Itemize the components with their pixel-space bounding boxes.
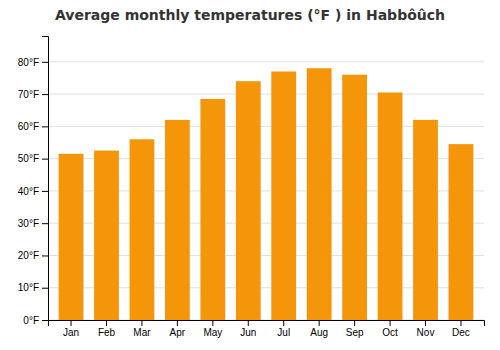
- bar: [94, 151, 119, 320]
- tick-label: 20°F: [18, 250, 39, 261]
- bar: [165, 120, 190, 320]
- tick-label: Mar: [133, 327, 151, 338]
- tick-mark: [390, 320, 391, 326]
- tick: Jun: [240, 320, 256, 338]
- tick-label: 50°F: [18, 153, 39, 164]
- tick: 20°F: [18, 250, 48, 261]
- y-axis: 0°F 10°F 20°F 30°F 40°F 50°F 60°F 70°F 80°F: [18, 37, 49, 326]
- bars: [59, 68, 474, 320]
- tick-mark: [42, 288, 48, 289]
- grid-line: [48, 94, 484, 95]
- bar: [130, 139, 155, 320]
- tick-mark: [42, 62, 48, 63]
- tick-label: Aug: [310, 327, 328, 338]
- tick-mark: [319, 320, 320, 326]
- tick-label: Sep: [346, 327, 364, 338]
- bar: [236, 81, 261, 320]
- tick: 10°F: [18, 282, 48, 293]
- tick-label: 10°F: [18, 282, 39, 293]
- tick-mark: [42, 159, 48, 160]
- tick-label: 70°F: [18, 89, 39, 100]
- tick-label: Apr: [170, 327, 186, 338]
- tick-mark: [354, 320, 355, 326]
- grid-line: [48, 61, 484, 62]
- bar: [413, 120, 438, 320]
- tick-label: 80°F: [18, 57, 39, 68]
- tick-mark: [425, 320, 426, 326]
- chart: Jan Feb Mar Apr May Jun Jul Aug Sep Oct Nov Dec 0°F 1…: [0, 0, 500, 350]
- tick: 0°F: [23, 315, 48, 326]
- tick-mark: [42, 223, 48, 224]
- tick: Sep: [346, 320, 364, 338]
- bar: [59, 154, 84, 320]
- tick: Aug: [310, 320, 328, 338]
- tick-mark: [283, 320, 284, 326]
- tick: Jul: [277, 320, 290, 338]
- tick: 60°F: [18, 121, 48, 132]
- tick: Apr: [170, 320, 186, 338]
- axis-line: [42, 37, 49, 321]
- tick: Feb: [98, 320, 116, 338]
- tick: 50°F: [18, 153, 48, 164]
- tick-label: Nov: [417, 327, 435, 338]
- tick: May: [203, 320, 222, 338]
- tick: 30°F: [18, 218, 48, 229]
- tick-label: May: [203, 327, 222, 338]
- tick: Dec: [452, 320, 470, 338]
- tick: Oct: [382, 320, 398, 338]
- tick-label: 30°F: [18, 218, 39, 229]
- title: Average monthly temperatures (°F ) in Ha…: [55, 7, 445, 23]
- bar: [200, 99, 225, 320]
- x-axis: Jan Feb Mar Apr May Jun Jul Aug Sep Oct Nov Dec: [49, 320, 485, 338]
- tick: 80°F: [18, 57, 48, 68]
- bar: [307, 68, 332, 320]
- bar: [342, 75, 367, 320]
- tick-mark: [42, 191, 48, 192]
- tick-mark: [42, 94, 48, 95]
- tick-mark: [212, 320, 213, 326]
- tick: 40°F: [18, 186, 48, 197]
- tick-mark: [460, 320, 461, 326]
- tick-label: 60°F: [18, 121, 39, 132]
- tick-mark: [42, 255, 48, 256]
- tick-mark: [106, 320, 107, 326]
- tick-mark: [71, 320, 72, 326]
- bar: [378, 92, 403, 320]
- tick: Nov: [417, 320, 435, 338]
- tick-label: Oct: [382, 327, 398, 338]
- bar: [271, 72, 296, 321]
- tick-label: Jan: [63, 327, 79, 338]
- tick: 70°F: [18, 89, 48, 100]
- grid: [48, 62, 484, 320]
- tick-mark: [42, 320, 48, 321]
- tick-label: 40°F: [18, 186, 39, 197]
- tick-mark: [42, 126, 48, 127]
- axis-line: [49, 321, 485, 327]
- tick-mark: [248, 320, 249, 326]
- plot: Jan Feb Mar Apr May Jun Jul Aug Sep Oct Nov Dec 0°F 1…: [18, 37, 485, 339]
- tick: Jan: [63, 320, 79, 338]
- tick-label: Jul: [277, 327, 290, 338]
- tick-label: Jun: [240, 327, 256, 338]
- tick-label: Feb: [98, 327, 116, 338]
- bar: [449, 144, 474, 320]
- tick-label: 0°F: [23, 315, 39, 326]
- tick: Mar: [133, 320, 151, 338]
- tick-mark: [141, 320, 142, 326]
- tick-label: Dec: [452, 327, 470, 338]
- tick-mark: [177, 320, 178, 326]
